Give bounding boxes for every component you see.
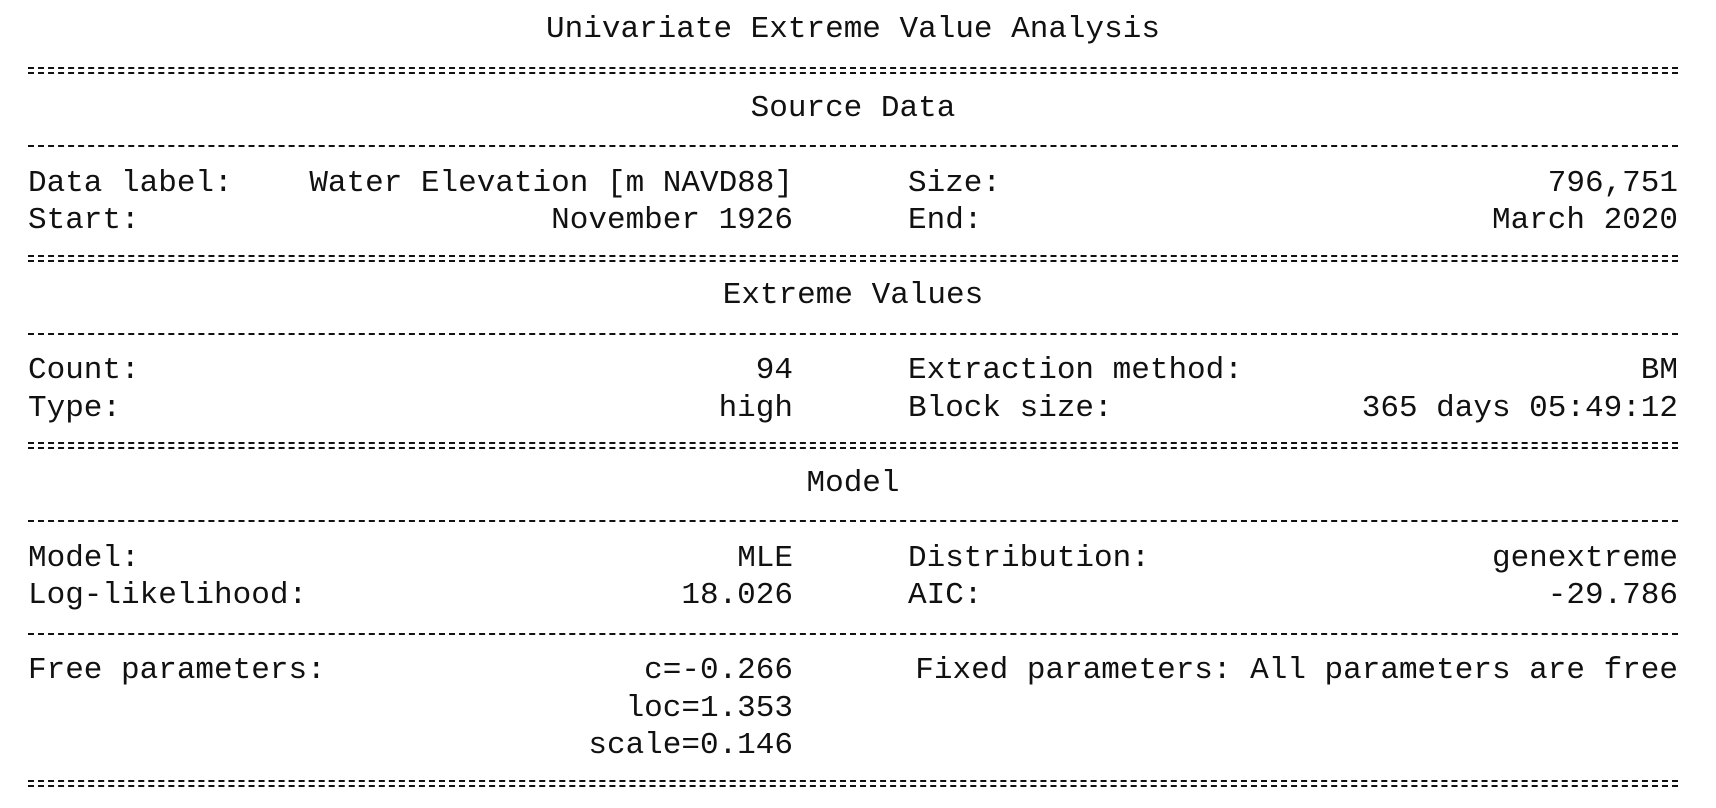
- type-label: Type:: [28, 390, 122, 426]
- extraction-method-value: BM: [1640, 353, 1678, 388]
- aic-label: AIC:: [908, 578, 983, 613]
- parameters-row-2: loc=1.353: [28, 690, 1678, 728]
- model-heading: Model: [806, 465, 900, 501]
- block-size-label: Block size:: [908, 390, 1113, 426]
- free-parameters-label: Free parameters:: [28, 653, 326, 688]
- count-label: Count:: [28, 353, 140, 388]
- extreme-values-heading: Extreme Values: [722, 278, 984, 313]
- count-value: 94: [755, 353, 793, 388]
- free-parameter-value: c=-0.266: [644, 653, 793, 688]
- double-rule: [28, 240, 1678, 278]
- size-value: 796,751: [1547, 165, 1678, 201]
- single-rule: [28, 127, 1678, 165]
- end-value: March 2020: [1491, 203, 1678, 238]
- single-rule: [28, 615, 1678, 653]
- start-label: Start:: [28, 203, 140, 238]
- free-parameter-value: loc=1.353: [625, 690, 793, 726]
- double-rule: [28, 765, 1678, 803]
- parameters-row-1: Free parameters: c=-0.266 Fixed paramete…: [28, 652, 1678, 690]
- single-rule: [28, 502, 1678, 540]
- data-label-value: Water Elevation [m NAVD88]: [309, 165, 793, 201]
- type-value: high: [718, 390, 793, 426]
- distribution-label: Distribution:: [908, 540, 1150, 576]
- aic-value: -29.786: [1547, 578, 1678, 613]
- extraction-method-label: Extraction method:: [908, 353, 1243, 388]
- single-rule: [28, 315, 1678, 353]
- log-likelihood-label: Log-likelihood:: [28, 578, 308, 613]
- source-data-row-1: Data label: Water Elevation [m NAVD88] S…: [28, 165, 1678, 203]
- source-data-row-2: Start: November 1926 End: March 2020: [28, 202, 1678, 240]
- eva-summary-report: Univariate Extreme Value Analysis Source…: [28, 8, 1678, 802]
- source-data-heading: Source Data: [750, 90, 956, 126]
- end-label: End:: [908, 203, 983, 238]
- double-rule: [28, 52, 1678, 90]
- parameters-row-3: scale=0.146: [28, 727, 1678, 765]
- block-size-value: 365 days 05:49:12: [1361, 390, 1678, 426]
- report-title: Univariate Extreme Value Analysis: [546, 12, 1160, 47]
- model-value: MLE: [737, 540, 793, 576]
- free-parameter-value: scale=0.146: [588, 728, 793, 763]
- model-label: Model:: [28, 540, 140, 576]
- log-likelihood-value: 18.026: [681, 578, 793, 613]
- model-row-2: Log-likelihood: 18.026 AIC: -29.786: [28, 577, 1678, 615]
- data-label-label: Data label:: [28, 165, 233, 201]
- distribution-value: genextreme: [1491, 540, 1678, 576]
- fixed-parameters-text: Fixed parameters: All parameters are fre…: [915, 653, 1678, 688]
- size-label: Size:: [908, 165, 1002, 201]
- extreme-values-row-2: Type: high Block size: 365 days 05:49:12: [28, 390, 1678, 428]
- double-rule: [28, 427, 1678, 465]
- model-row-1: Model: MLE Distribution: genextreme: [28, 540, 1678, 578]
- start-value: November 1926: [551, 203, 793, 238]
- extreme-values-row-1: Count: 94 Extraction method: BM: [28, 352, 1678, 390]
